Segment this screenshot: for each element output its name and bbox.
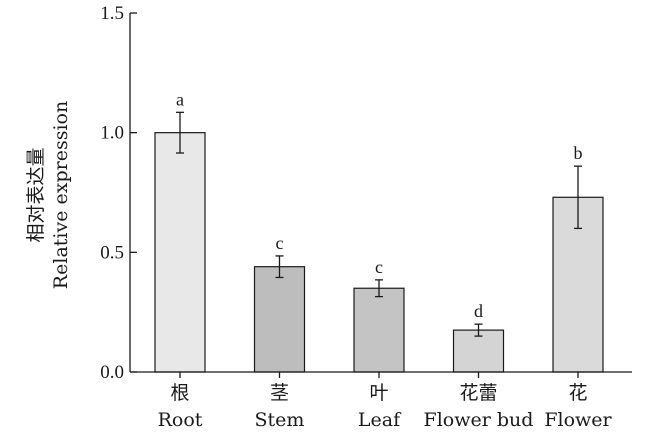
bar-flower-bud xyxy=(452,329,505,373)
x-ticks-layer: 根 Root 茎 Stem 叶 Leaf 花蕾 Flower bud 花 Flower xyxy=(158,372,613,431)
x-tick-label-zh: 花蕾 xyxy=(459,382,497,404)
significance-labels-layer: a c c d b xyxy=(176,89,583,321)
y-axis-title-en: Relative expression xyxy=(50,101,72,289)
y-axis-title-zh: 相对表达量 xyxy=(25,147,47,242)
x-tick-label-zh: 叶 xyxy=(369,382,388,404)
y-tick-label: 1.5 xyxy=(100,3,124,24)
x-tick-label-zh: 茎 xyxy=(270,382,289,404)
significance-letter: c xyxy=(375,257,383,277)
significance-letter: a xyxy=(176,89,184,109)
x-tick-label-en: Leaf xyxy=(358,409,402,431)
x-tick-label-zh: 花 xyxy=(568,382,587,404)
x-tick-label-en: Root xyxy=(158,409,203,431)
x-tick-label-en: Flower xyxy=(544,409,612,431)
y-ticks-layer: 0.0 0.5 1.0 1.5 xyxy=(100,3,137,383)
x-tick-label-zh: 根 xyxy=(170,382,189,404)
axes-layer xyxy=(129,13,632,373)
significance-letter: d xyxy=(474,301,483,321)
x-tick-label-en: Flower bud xyxy=(424,409,534,431)
bar-stem xyxy=(253,266,306,373)
bar-leaf xyxy=(353,287,405,373)
bar-root xyxy=(154,132,206,373)
y-tick-label: 0.0 xyxy=(100,362,124,383)
x-tick-label-en: Stem xyxy=(255,409,305,431)
bars-layer xyxy=(154,132,604,373)
y-tick-label: 0.5 xyxy=(100,242,124,263)
significance-letter: c xyxy=(276,233,284,253)
y-tick-label: 1.0 xyxy=(100,123,124,144)
significance-letter: b xyxy=(574,143,583,163)
error-bars-layer xyxy=(176,111,582,337)
y-axis-title: 相对表达量 Relative expression xyxy=(25,101,72,289)
